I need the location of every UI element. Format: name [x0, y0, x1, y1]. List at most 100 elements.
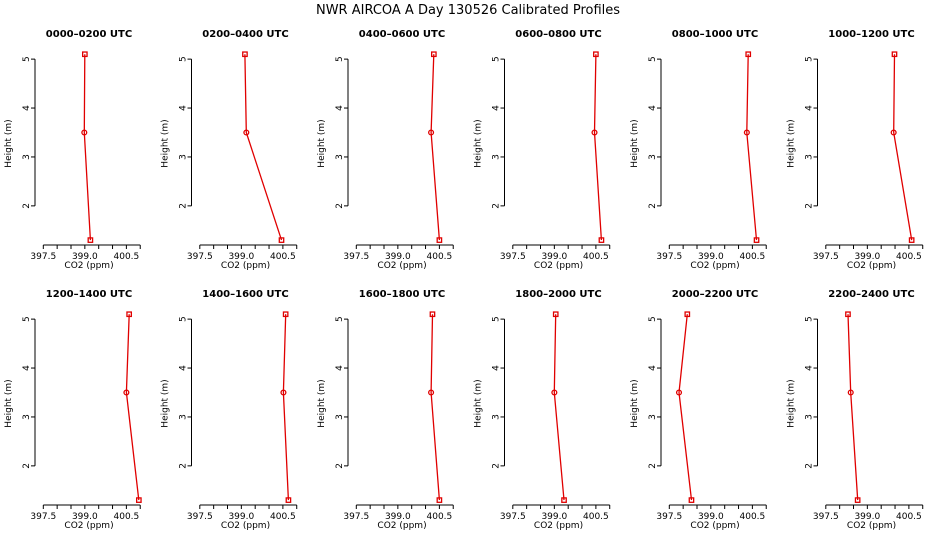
y-tick-label: 2 — [179, 463, 189, 469]
x-tick-label: 397.5 — [30, 512, 56, 522]
y-tick-label: 3 — [492, 414, 502, 420]
y-tick-label: 5 — [179, 56, 189, 62]
x-tick-label: 397.5 — [343, 252, 369, 262]
y-tick-label: 4 — [179, 105, 189, 111]
y-tick-label: 3 — [179, 414, 189, 420]
data-point — [684, 311, 691, 318]
profile-line — [593, 54, 603, 241]
panel-title: 0400–0600 UTC — [359, 29, 445, 40]
profile-line — [893, 54, 913, 241]
y-tick-label: 2 — [492, 463, 502, 469]
y-tick-label: 4 — [335, 105, 345, 111]
x-axis-label: CO2 (ppm) — [534, 261, 583, 271]
y-axis-label: Height (m) — [4, 379, 14, 427]
profile-line — [244, 54, 283, 241]
data-point — [745, 51, 752, 58]
data-point — [278, 237, 285, 243]
data-point — [854, 497, 861, 503]
y-tick-label: 2 — [179, 203, 189, 209]
data-point — [847, 389, 854, 396]
data-point — [436, 237, 443, 243]
x-tick-label: 400.5 — [583, 252, 609, 262]
x-tick-label: 399.0 — [541, 512, 567, 522]
data-point — [891, 51, 898, 58]
x-tick-label: 399.0 — [228, 252, 254, 262]
y-tick-label: 2 — [805, 463, 815, 469]
panel-title: 1800–2000 UTC — [515, 289, 601, 300]
x-tick-label: 399.0 — [385, 512, 411, 522]
profile-line — [678, 314, 693, 501]
x-tick-label: 400.5 — [427, 252, 453, 262]
x-tick-label: 400.5 — [583, 512, 609, 522]
profile-line — [430, 54, 441, 241]
x-tick-label: 400.5 — [740, 512, 766, 522]
data-point — [285, 497, 292, 503]
panel-title: 0200–0400 UTC — [202, 29, 288, 40]
x-axis-label: CO2 (ppm) — [534, 521, 583, 531]
y-tick-label: 4 — [335, 365, 345, 371]
y-axis-label: Height (m) — [630, 379, 640, 427]
x-tick-label: 397.5 — [500, 252, 526, 262]
x-axis-label: CO2 (ppm) — [377, 261, 426, 271]
profile-line — [430, 314, 441, 501]
panel-title: 0600–0800 UTC — [515, 29, 601, 40]
y-tick-label: 2 — [22, 203, 32, 209]
y-tick-label: 2 — [335, 203, 345, 209]
y-tick-label: 5 — [805, 316, 815, 322]
y-tick-label: 5 — [335, 56, 345, 62]
y-tick-label: 3 — [335, 414, 345, 420]
x-tick-label: 400.5 — [896, 512, 922, 522]
y-axis-label: Height (m) — [161, 119, 171, 167]
data-point — [135, 497, 142, 503]
data-point — [280, 389, 287, 396]
y-tick-label: 3 — [805, 414, 815, 420]
profile-line — [847, 314, 859, 501]
y-tick-label: 5 — [22, 56, 32, 62]
y-tick-label: 3 — [22, 154, 32, 160]
x-axis-label: CO2 (ppm) — [377, 521, 426, 531]
x-axis-label: CO2 (ppm) — [847, 261, 896, 271]
y-tick-label: 3 — [805, 154, 815, 160]
x-tick-label: 399.0 — [228, 512, 254, 522]
y-axis-label: Height (m) — [161, 379, 171, 427]
data-point — [123, 389, 130, 396]
data-point — [81, 51, 88, 58]
data-point — [675, 389, 683, 396]
x-tick-label: 400.5 — [114, 252, 140, 262]
x-tick-label: 400.5 — [270, 512, 296, 522]
x-tick-label: 397.5 — [343, 512, 369, 522]
profile-line — [553, 314, 565, 501]
panel-title: 0800–1000 UTC — [672, 29, 758, 40]
y-tick-label: 5 — [648, 56, 658, 62]
data-point — [743, 129, 750, 136]
y-tick-label: 5 — [648, 316, 658, 322]
data-point — [890, 129, 897, 136]
y-tick-label: 5 — [492, 56, 502, 62]
y-tick-label: 5 — [492, 316, 502, 322]
data-point — [429, 311, 436, 318]
data-point — [908, 237, 915, 243]
y-tick-label: 4 — [648, 105, 658, 111]
data-point — [81, 129, 88, 136]
data-point — [428, 389, 435, 396]
y-tick-label: 4 — [179, 365, 189, 371]
chart-title: NWR AIRCOA A Day 130526 Calibrated Profi… — [316, 3, 620, 18]
data-point — [552, 311, 559, 318]
x-tick-label: 397.5 — [500, 512, 526, 522]
y-tick-label: 4 — [805, 105, 815, 111]
y-axis-label: Height (m) — [317, 119, 327, 167]
y-tick-label: 4 — [22, 105, 32, 111]
y-tick-label: 3 — [22, 414, 32, 420]
profile-line — [282, 314, 290, 501]
y-tick-label: 5 — [805, 56, 815, 62]
x-axis-label: CO2 (ppm) — [221, 261, 270, 271]
y-tick-label: 5 — [22, 316, 32, 322]
y-axis-label: Height (m) — [474, 379, 484, 427]
panel-title: 1200–1400 UTC — [46, 289, 132, 300]
